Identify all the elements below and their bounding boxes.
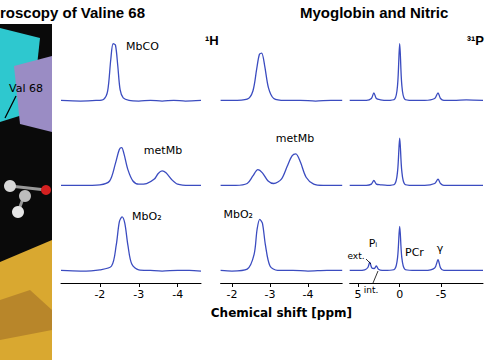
svg-text:Chemical shift [ppm]: Chemical shift [ppm] (211, 306, 352, 320)
svg-text:-5: -5 (436, 288, 447, 301)
svg-text:γ: γ (437, 242, 444, 255)
svg-text:PCr: PCr (405, 246, 424, 259)
svg-text:MbO₂: MbO₂ (132, 210, 162, 223)
svg-text:roscopy of Valine 68: roscopy of Valine 68 (0, 4, 145, 21)
svg-text:0: 0 (396, 288, 403, 301)
svg-text:Val 68: Val 68 (9, 82, 43, 95)
svg-text:Pᵢ: Pᵢ (369, 237, 378, 250)
svg-text:Myoglobin and Nitric: Myoglobin and Nitric (300, 4, 448, 21)
svg-text:³¹P: ³¹P (467, 33, 485, 48)
svg-text:MbCO: MbCO (126, 40, 159, 53)
svg-text:5: 5 (355, 288, 362, 301)
svg-text:int.: int. (364, 285, 379, 295)
svg-text:MbO₂: MbO₂ (223, 208, 253, 221)
svg-text:¹H: ¹H (205, 33, 219, 48)
svg-text:ext.: ext. (347, 251, 364, 261)
svg-text:-2: -2 (94, 288, 105, 301)
svg-text:-3: -3 (133, 288, 144, 301)
svg-text:metMb: metMb (276, 132, 314, 145)
svg-text:-3: -3 (265, 288, 276, 301)
svg-text:metMb: metMb (144, 144, 182, 157)
svg-text:-4: -4 (303, 288, 314, 301)
svg-text:-2: -2 (227, 288, 238, 301)
svg-text:-4: -4 (172, 288, 183, 301)
